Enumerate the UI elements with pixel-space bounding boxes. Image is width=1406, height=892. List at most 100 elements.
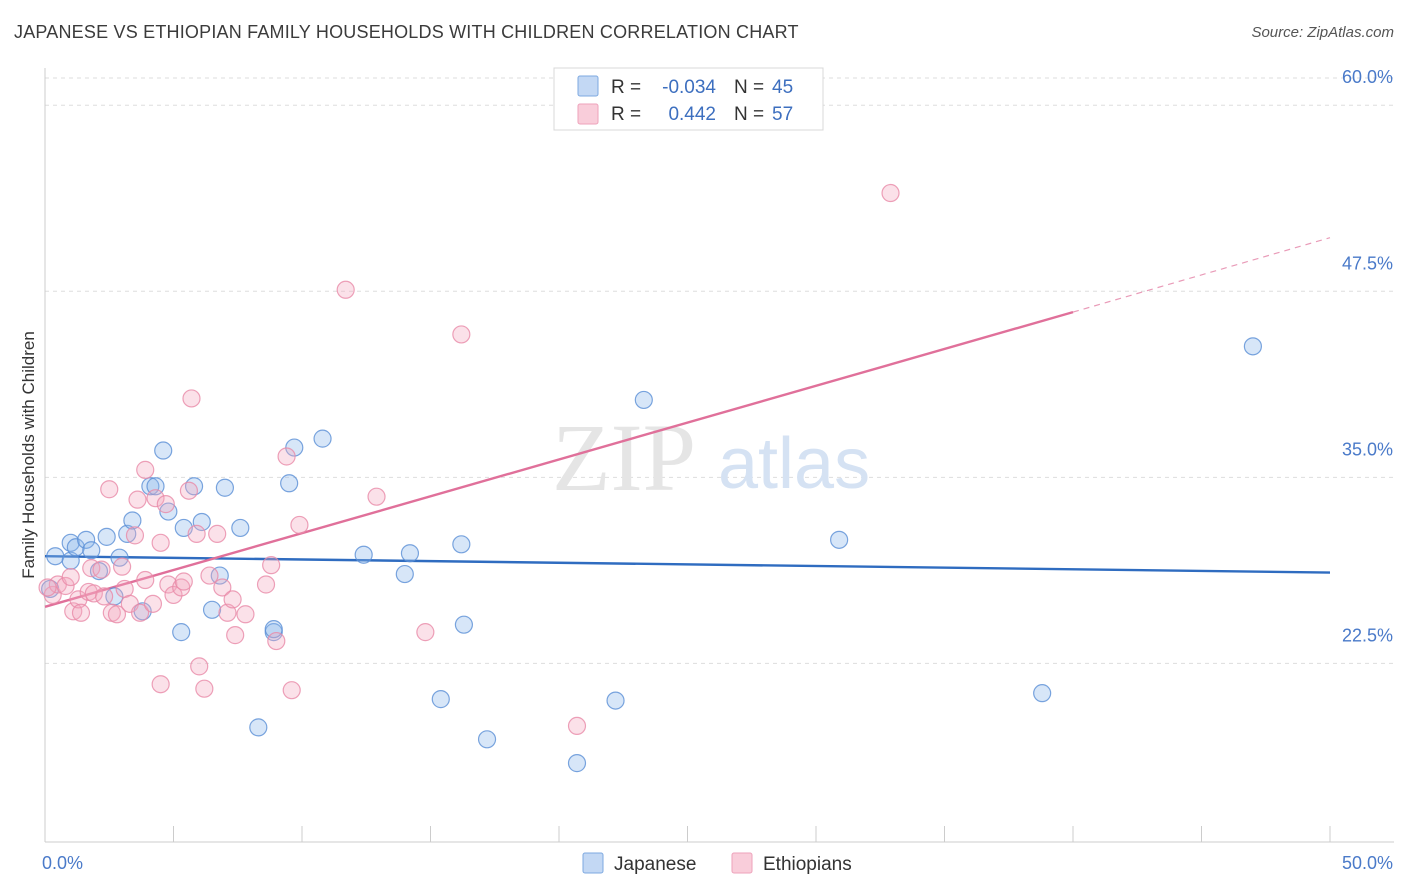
point-japanese — [454, 615, 474, 634]
y-tick-label: 22.5% — [1342, 625, 1393, 645]
point-ethiopians — [182, 389, 201, 408]
legend-r-value-1: 0.442 — [668, 104, 716, 125]
point-japanese — [400, 544, 420, 563]
point-ethiopians — [208, 524, 227, 543]
legend-n-label-1: N = — [734, 104, 764, 125]
point-japanese — [215, 478, 234, 497]
point-ethiopians — [367, 487, 386, 506]
point-ethiopians — [128, 490, 147, 509]
point-japanese — [82, 541, 101, 560]
point-ethiopians — [282, 681, 301, 700]
point-ethiopians — [256, 575, 276, 594]
point-ethiopians — [267, 631, 286, 651]
point-japanese — [172, 623, 191, 642]
trend-line-japanese — [44, 555, 1331, 574]
point-ethiopians — [156, 495, 175, 514]
legend-n-label-0: N = — [734, 77, 764, 98]
chart-title: JAPANESE VS ETHIOPIAN FAMILY HOUSEHOLDS … — [14, 22, 799, 42]
point-ethiopians — [226, 626, 245, 645]
point-ethiopians — [143, 594, 163, 613]
point-japanese — [154, 441, 173, 460]
point-japanese — [210, 566, 229, 585]
point-japanese — [431, 690, 450, 709]
point-japanese — [606, 691, 625, 710]
legend-r-label-1: R = — [611, 104, 641, 125]
y-tick-label: 47.5% — [1342, 253, 1393, 273]
point-japanese — [123, 511, 142, 530]
point-japanese — [118, 524, 137, 543]
point-ethiopians — [195, 679, 214, 698]
legend-box — [553, 67, 824, 131]
point-ethiopians — [223, 590, 242, 609]
legend-r-label-0: R = — [611, 77, 641, 98]
point-japanese — [354, 545, 373, 564]
point-ethiopians — [290, 515, 309, 535]
bottom-legend-swatch-ethiopians — [731, 852, 753, 874]
point-ethiopians — [107, 605, 127, 624]
point-japanese — [830, 530, 849, 549]
point-ethiopians — [277, 447, 296, 466]
point-japanese — [141, 477, 160, 496]
x-tick-label: 50.0% — [1342, 853, 1393, 873]
point-ethiopians — [236, 605, 255, 624]
point-ethiopians — [881, 183, 900, 203]
point-ethiopians — [38, 578, 57, 597]
point-ethiopians — [416, 623, 435, 642]
point-japanese — [202, 600, 222, 619]
point-ethiopians — [213, 578, 232, 597]
point-japanese — [477, 730, 497, 749]
source-credit: Source: ZipAtlas.com — [1251, 24, 1394, 41]
point-ethiopians — [64, 602, 83, 621]
legend-n-value-0: 45 — [772, 77, 793, 98]
point-japanese — [452, 535, 471, 554]
point-ethiopians — [136, 460, 155, 479]
point-japanese — [77, 530, 96, 549]
point-japanese — [46, 547, 65, 566]
gridlines — [45, 77, 1394, 664]
point-ethiopians — [56, 576, 75, 596]
point-ethiopians — [452, 325, 471, 344]
trend-line-ethiopians-extension — [1072, 237, 1331, 313]
watermark-atlas: atlas — [718, 424, 870, 504]
point-ethiopians — [151, 533, 170, 552]
point-japanese — [280, 474, 299, 493]
point-japanese — [567, 754, 587, 773]
y-tick-label: 35.0% — [1342, 439, 1393, 459]
axes — [44, 68, 1394, 843]
legend-swatch-japanese — [577, 75, 599, 97]
legend-n-value-1: 57 — [772, 104, 793, 125]
bottom-legend-swatch-japanese — [582, 852, 604, 874]
x-tick-label: 0.0% — [42, 853, 83, 873]
point-ethiopians — [125, 526, 145, 545]
watermark-zip: ZIP — [552, 404, 696, 511]
point-ethiopians — [61, 567, 80, 587]
bottom-legend-japanese: Japanese — [614, 854, 696, 875]
y-axis-label: Family Households with Children — [19, 331, 38, 579]
point-japanese — [231, 518, 250, 538]
point-japanese — [97, 527, 116, 546]
y-tick-label: 60.0% — [1342, 67, 1393, 87]
point-japanese — [249, 718, 268, 737]
point-japanese — [634, 390, 653, 410]
point-japanese — [395, 564, 414, 584]
point-ethiopians — [174, 572, 193, 591]
point-japanese — [264, 620, 283, 639]
point-ethiopians — [136, 570, 155, 590]
point-ethiopians — [100, 480, 119, 499]
watermark: ZIP atlas — [552, 404, 870, 511]
point-ethiopians — [84, 584, 103, 603]
legend-swatch-ethiopians — [577, 103, 599, 125]
point-japanese — [1243, 337, 1263, 356]
bottom-legend: Japanese Ethiopians — [582, 852, 852, 875]
trend-line-ethiopians — [44, 310, 1074, 608]
point-japanese — [66, 538, 85, 557]
point-ethiopians — [200, 566, 219, 585]
point-japanese — [313, 429, 332, 448]
trend-lines — [44, 237, 1331, 608]
point-ethiopians — [112, 557, 132, 576]
point-ethiopians — [218, 603, 237, 622]
point-ethiopians — [262, 556, 281, 575]
point-ethiopians — [336, 280, 355, 299]
point-ethiopians — [120, 594, 139, 613]
